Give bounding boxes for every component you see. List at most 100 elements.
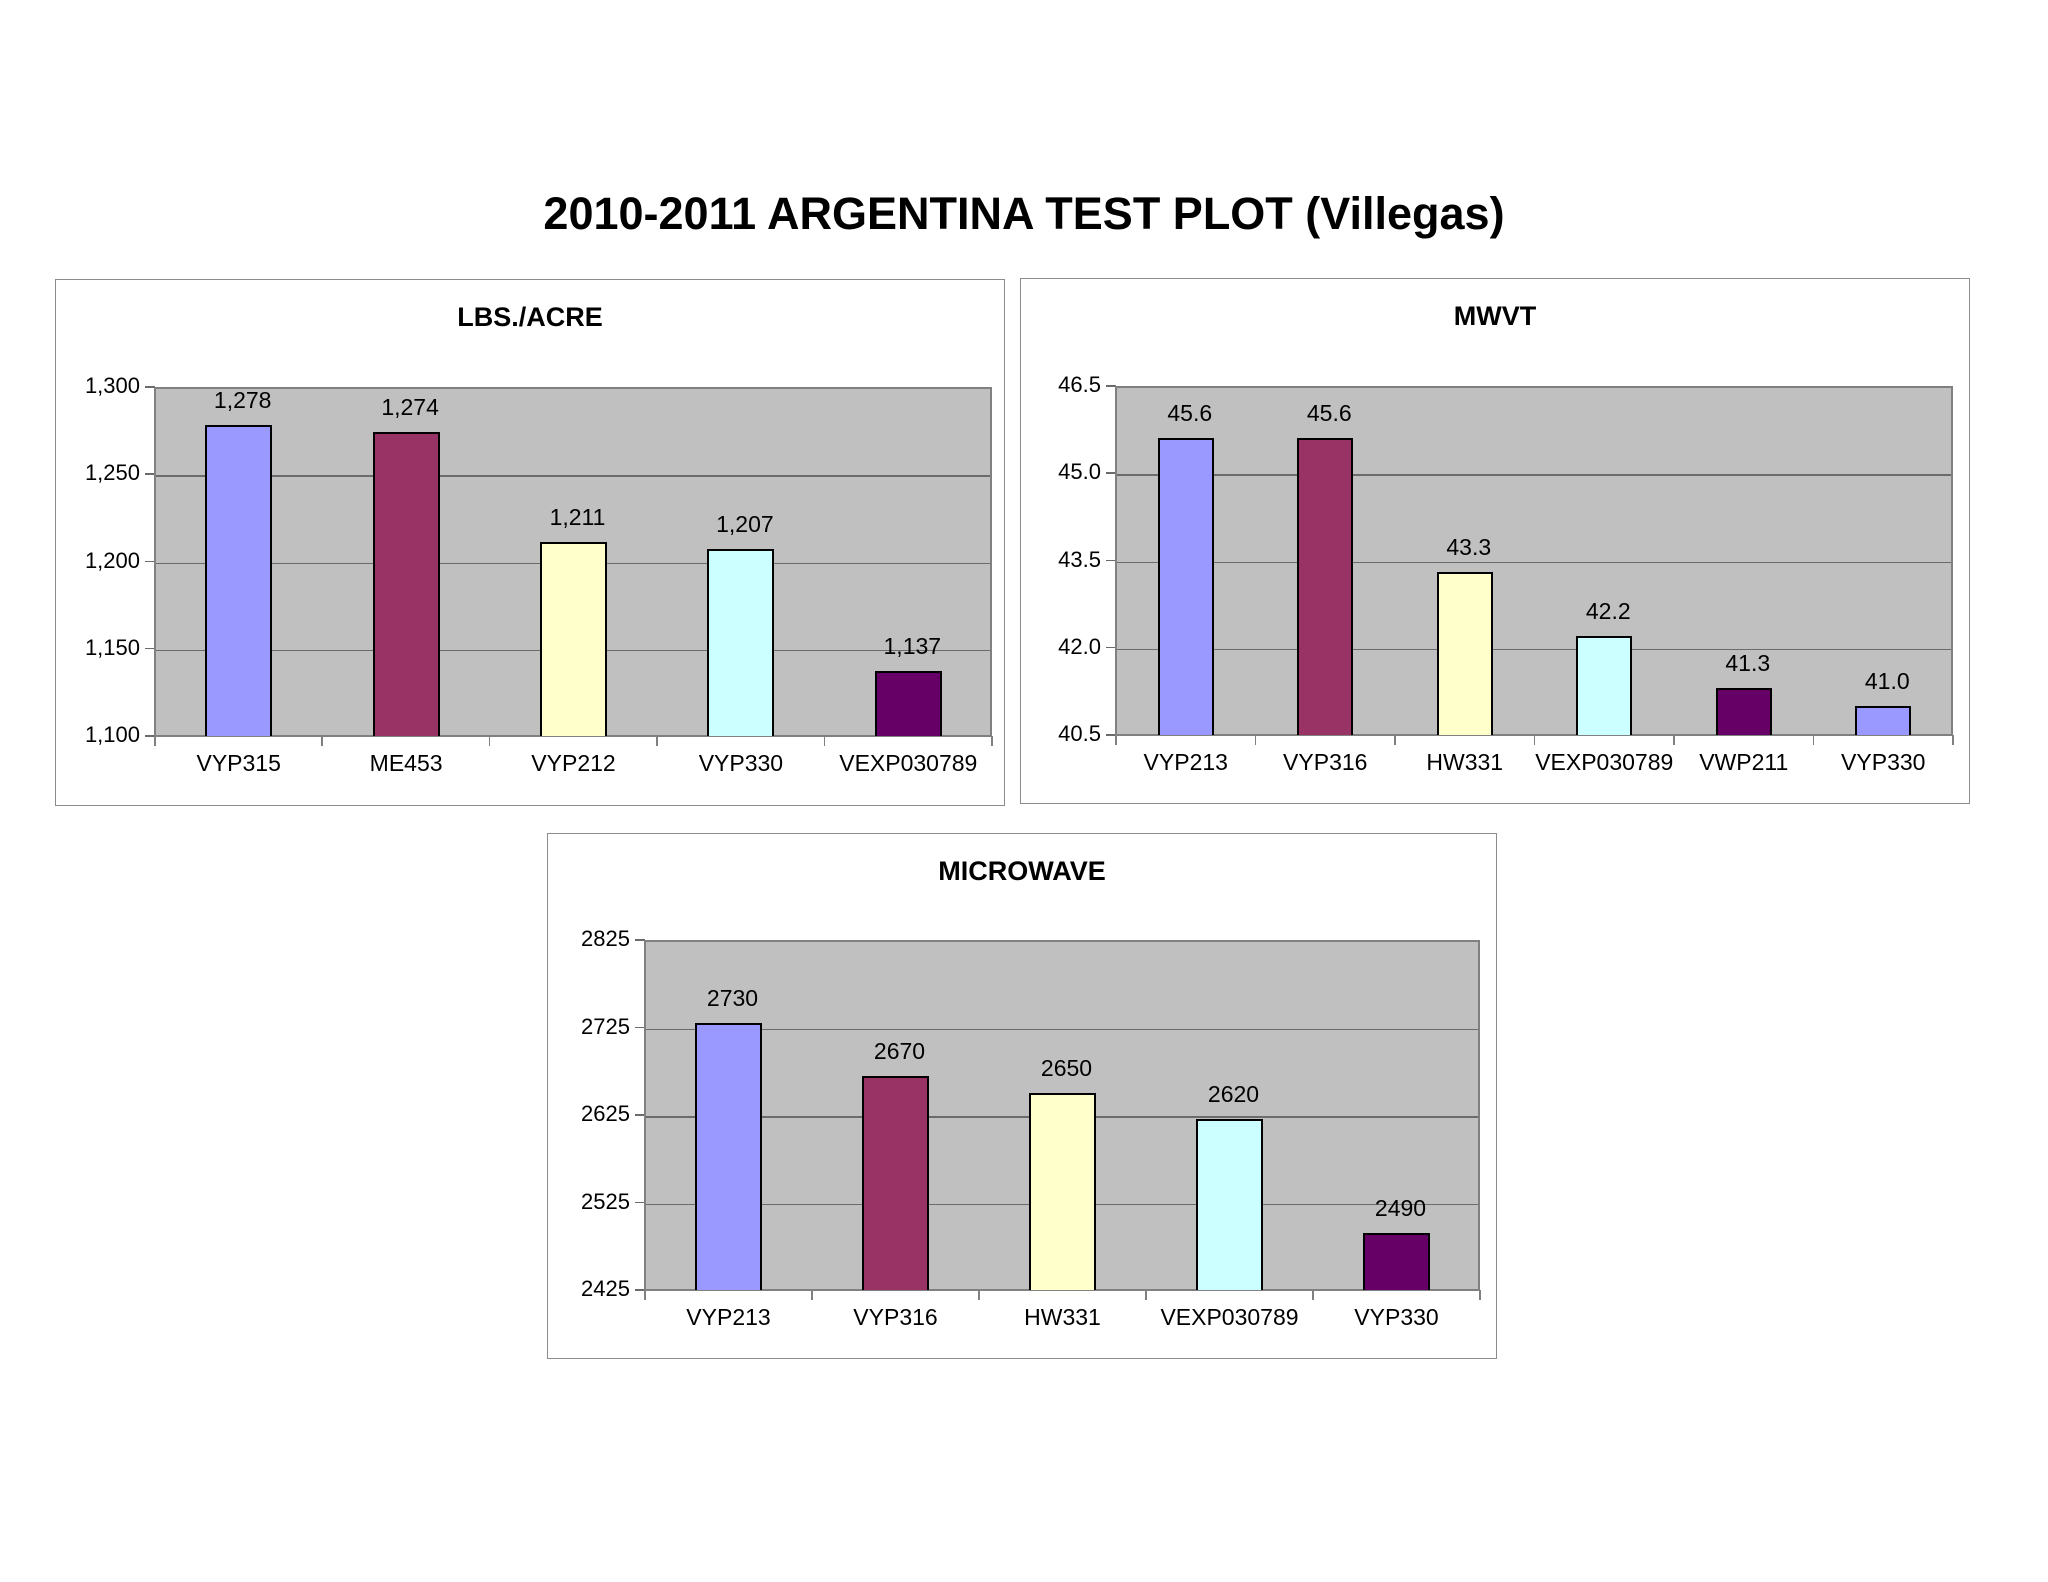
x-tick: [1254, 735, 1256, 745]
x-tick: [1312, 1290, 1314, 1300]
x-tick: [1533, 735, 1535, 745]
data-label: 2730: [706, 985, 759, 1012]
x-tick: [1479, 1290, 1481, 1300]
x-tick: [823, 736, 826, 746]
y-axis-label: 1,200: [84, 547, 140, 573]
y-tick: [1106, 646, 1116, 649]
x-tick: [1145, 1290, 1147, 1300]
bar: [1363, 1233, 1430, 1290]
data-label: 43.3: [1446, 534, 1492, 561]
data-label: 2620: [1207, 1081, 1260, 1108]
y-tick: [1106, 472, 1116, 474]
y-axis-label: 42.0: [1058, 633, 1101, 659]
x-tick: [644, 1290, 646, 1300]
data-label: 1,274: [381, 394, 439, 421]
y-axis-label: 2625: [581, 1101, 630, 1126]
chart-title: MICROWAVE: [938, 856, 1106, 886]
bar: [372, 432, 440, 736]
y-tick: [145, 473, 155, 475]
x-axis-label: VEXP030789: [839, 750, 978, 776]
bar: [540, 542, 607, 736]
data-label: 2670: [873, 1037, 926, 1064]
x-axis-label: VYP330: [1354, 1304, 1439, 1330]
x-axis-label: VYP213: [686, 1304, 771, 1330]
x-tick: [1394, 735, 1396, 745]
bar: [874, 671, 942, 736]
bar: [1576, 636, 1633, 735]
y-tick: [145, 735, 155, 737]
x-tick: [811, 1290, 813, 1300]
page-title: 2010-2011 ARGENTINA TEST PLOT (Villegas): [543, 188, 1505, 239]
data-label: 1,137: [883, 633, 942, 660]
y-axis-label: 2725: [581, 1013, 630, 1039]
x-axis-label: VYP316: [853, 1304, 938, 1330]
x-tick: [1812, 735, 1814, 745]
y-tick: [635, 1114, 645, 1116]
chart-mwvt: MWVT 46.5 45.0 43.5 42.0 40.5 45.6 VYP213 45.6 VY…: [1020, 278, 1970, 804]
y-axis-label: 43.5: [1058, 546, 1101, 572]
x-tick: [991, 736, 993, 746]
y-axis-label: 2425: [581, 1276, 630, 1301]
bar: [707, 549, 775, 736]
x-axis-label: HW331: [1024, 1304, 1101, 1330]
data-label: 45.6: [1306, 400, 1352, 427]
y-axis: [1115, 386, 1117, 735]
y-axis: [644, 940, 646, 1290]
bar: [1029, 1093, 1096, 1290]
y-tick: [1106, 385, 1116, 387]
gridline: [1116, 474, 1951, 476]
y-axis-label: 46.5: [1058, 372, 1101, 397]
y-axis: [154, 387, 156, 736]
bar: [1196, 1119, 1263, 1290]
chart-lbs-per-acre: LBS./ACRE 1,300 1,250 1,200 1,150 1,100 1,278 V…: [55, 279, 1005, 806]
y-tick: [145, 386, 155, 388]
y-tick: [1106, 734, 1116, 736]
gridline: [1116, 561, 1951, 563]
bar: [1715, 688, 1772, 735]
chart-title: LBS./ACRE: [457, 302, 603, 332]
y-axis-label: 2825: [581, 926, 630, 951]
data-label: 45.6: [1167, 400, 1213, 427]
y-axis-label: 1,300: [84, 373, 140, 398]
x-axis-label: VYP330: [1841, 749, 1926, 775]
y-tick: [635, 1289, 645, 1291]
bar: [205, 425, 273, 736]
data-label: 41.3: [1725, 650, 1771, 677]
x-tick: [656, 736, 658, 746]
y-tick: [1106, 559, 1116, 561]
x-axis-label: ME453: [369, 750, 443, 776]
y-tick: [635, 1026, 645, 1028]
x-axis-label: VEXP030789: [1160, 1304, 1299, 1330]
y-tick: [635, 1201, 645, 1203]
x-tick: [978, 1290, 980, 1300]
y-axis-label: 1,250: [84, 460, 140, 486]
chart-microwave: MICROWAVE 2825 2725 2625 2525 2425 2730 VYP213 2…: [547, 833, 1497, 1359]
data-label: 2490: [1374, 1195, 1427, 1222]
data-label: 2650: [1040, 1055, 1093, 1082]
gridline: [645, 1028, 1478, 1030]
x-axis-label: VEXP030789: [1535, 749, 1674, 775]
x-axis-label: VWP211: [1699, 749, 1789, 775]
y-axis-label: 45.0: [1058, 459, 1101, 485]
x-tick: [1115, 735, 1117, 745]
x-axis-label: VYP316: [1283, 749, 1368, 775]
bar: [695, 1023, 762, 1290]
x-axis-label: VYP315: [196, 750, 281, 776]
x-axis: [645, 1289, 1480, 1291]
y-axis-label: 2525: [581, 1188, 630, 1214]
x-axis: [155, 735, 992, 737]
x-axis-label: VYP213: [1143, 749, 1228, 775]
x-tick: [154, 736, 156, 746]
x-tick: [1952, 735, 1954, 745]
bar: [1297, 438, 1354, 735]
x-axis-label: VYP212: [531, 750, 616, 776]
bar: [1436, 572, 1493, 735]
data-label: 42.2: [1585, 598, 1631, 625]
gridline: [1116, 648, 1951, 651]
bar: [862, 1075, 929, 1290]
x-tick: [321, 736, 323, 746]
bar: [1157, 438, 1214, 735]
gridline: [155, 475, 990, 477]
bar: [1855, 705, 1912, 735]
data-label: 41.0: [1864, 667, 1910, 694]
